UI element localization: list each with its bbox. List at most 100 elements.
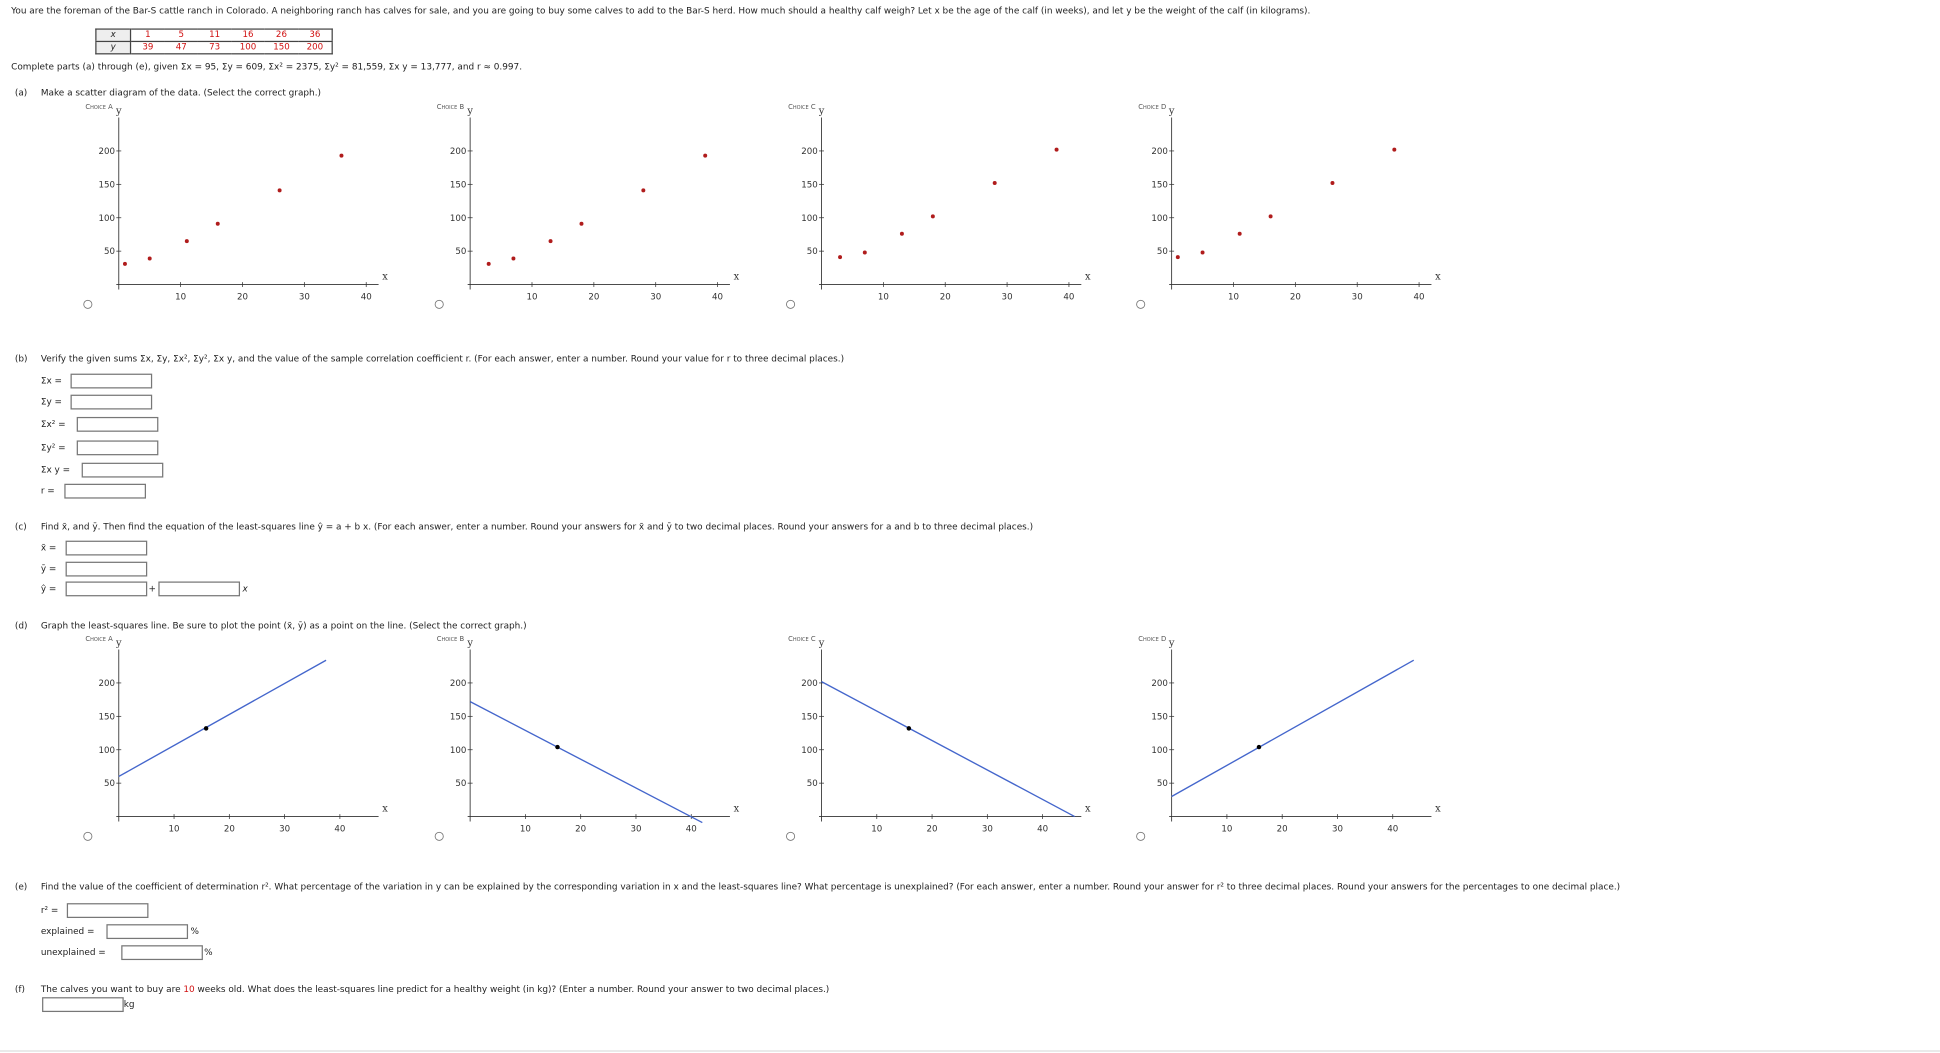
y-axis-label: y	[818, 638, 825, 649]
y-tick-label: 50	[807, 247, 818, 257]
x-suffix: x	[242, 582, 248, 594]
y-axis-label: y	[818, 106, 825, 117]
x-tick-label: 30	[299, 292, 310, 302]
field-label: r² =	[40, 904, 59, 916]
x-tick-label: 40	[361, 292, 372, 302]
point	[1200, 250, 1205, 255]
answer-input[interactable]	[158, 581, 241, 597]
x-tick-label: 20	[588, 292, 599, 302]
x-tick-label: 10	[878, 292, 889, 302]
answer-input[interactable]	[65, 540, 148, 556]
radio-button[interactable]	[786, 299, 796, 309]
mean-point	[555, 744, 560, 750]
radio-button[interactable]	[83, 299, 93, 309]
table-cell: 1	[130, 29, 165, 43]
table-cell: 16	[231, 29, 265, 43]
x-tick-label: 10	[526, 292, 537, 302]
y-axis-label: y	[115, 106, 122, 117]
regression-line	[1171, 659, 1415, 798]
y-tick-label: 100	[801, 746, 818, 756]
radio-button[interactable]	[1136, 831, 1146, 841]
y-axis-label: y	[466, 638, 473, 649]
y-tick-label: 200	[450, 679, 467, 689]
radio-button[interactable]	[434, 299, 444, 309]
table-header: y	[95, 41, 132, 54]
answer-input[interactable]	[121, 945, 203, 961]
x-tick-label: 30	[630, 824, 641, 834]
point	[641, 188, 646, 193]
x-axis-label: x	[734, 804, 740, 815]
x-tick-label: 40	[334, 824, 345, 834]
field-label: Σy² =	[40, 441, 66, 453]
x-tick-label: 20	[224, 824, 235, 834]
mean-point	[1256, 744, 1262, 750]
plus: +	[148, 582, 156, 594]
field-label: explained =	[40, 925, 95, 937]
x-tick-label: 20	[1290, 292, 1301, 302]
table-header: x	[95, 29, 132, 43]
x-tick-label: 20	[1277, 824, 1288, 834]
y-axis-label: y	[1168, 638, 1175, 649]
radio-button[interactable]	[83, 831, 93, 841]
x-tick-label: 30	[1332, 824, 1343, 834]
table-cell: 26	[264, 29, 299, 43]
point	[992, 181, 997, 185]
answer-input[interactable]	[65, 561, 148, 577]
data-table: x 1 5 11 16 26 36 y 39 47 73 100 150 200	[95, 28, 333, 55]
divider	[0, 1050, 1940, 1052]
x-axis-label: x	[734, 272, 740, 283]
answer-input[interactable]	[70, 373, 153, 389]
text: The calves you want to buy are	[40, 983, 184, 995]
answer-input[interactable]	[66, 903, 149, 919]
y-tick-label: 150	[99, 712, 116, 722]
answer-input[interactable]	[64, 483, 146, 499]
text: weeks old. What does the least-squares l…	[194, 983, 830, 995]
radio-button[interactable]	[1136, 299, 1146, 309]
answer-input[interactable]	[70, 394, 153, 410]
x-tick-label: 40	[712, 292, 723, 302]
answer-input[interactable]	[81, 462, 164, 478]
radio-button[interactable]	[434, 831, 444, 841]
table-cell: 150	[273, 42, 290, 52]
x-tick-label: 30	[650, 292, 661, 302]
point	[1237, 231, 1242, 236]
part-text: Find the value of the coefficient of det…	[40, 880, 1621, 893]
unit: %	[190, 925, 199, 937]
x-axis-label: x	[1085, 272, 1091, 283]
answer-input[interactable]	[106, 924, 189, 940]
table-cell: 47	[175, 42, 187, 52]
x-tick-label: 20	[940, 292, 951, 302]
y-tick-label: 150	[801, 180, 818, 190]
radio-button[interactable]	[786, 831, 796, 841]
part-label: (d)	[14, 619, 28, 631]
choice-label: Choice C	[788, 635, 816, 643]
answer-input[interactable]	[76, 416, 159, 432]
y-tick-label: 150	[1151, 712, 1168, 722]
answer-input[interactable]	[42, 997, 124, 1013]
y-tick-label: 200	[801, 679, 818, 689]
answer-input[interactable]	[76, 440, 159, 456]
point	[862, 250, 867, 255]
field-label: unexplained =	[40, 946, 106, 958]
point	[548, 239, 553, 244]
given: Complete parts (a) through (e), given Σx…	[11, 60, 523, 72]
y-axis-label: y	[1168, 106, 1175, 117]
point	[147, 256, 152, 261]
y-tick-label: 50	[807, 779, 818, 789]
choice-label: Choice D	[1138, 103, 1166, 111]
x-tick-label: 30	[1352, 292, 1363, 302]
x-tick-label: 20	[237, 292, 248, 302]
x-tick-label: 10	[175, 292, 186, 302]
regression-line	[821, 680, 1075, 818]
answer-input[interactable]	[65, 581, 148, 597]
x-tick-label: 40	[1414, 292, 1425, 302]
x-tick-label: 40	[1063, 292, 1074, 302]
point	[122, 261, 127, 266]
regression-line	[469, 701, 703, 824]
y-tick-label: 200	[99, 147, 116, 157]
